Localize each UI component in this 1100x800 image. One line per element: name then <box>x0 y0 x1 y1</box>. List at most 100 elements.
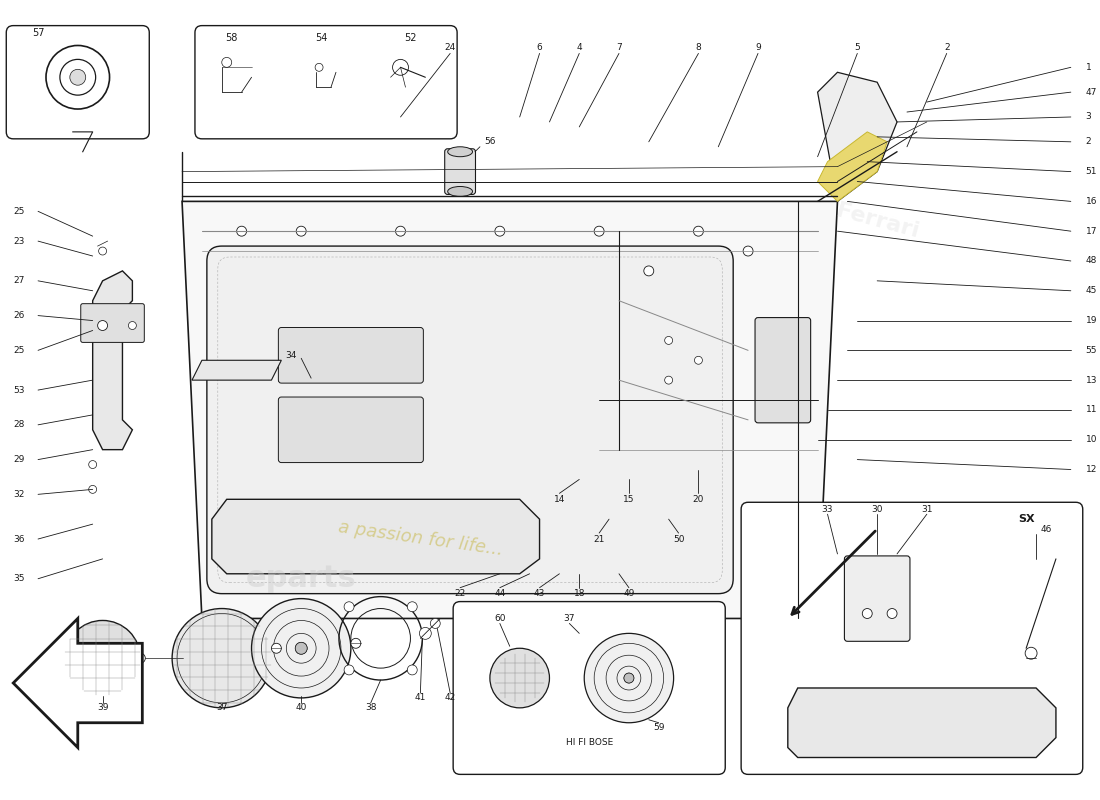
Circle shape <box>69 70 86 86</box>
Text: 26: 26 <box>13 311 24 320</box>
Text: 22: 22 <box>454 589 465 598</box>
Text: 7: 7 <box>616 43 622 52</box>
Circle shape <box>89 461 97 469</box>
Text: 10: 10 <box>1086 435 1097 444</box>
Text: 9: 9 <box>755 43 761 52</box>
Text: 28: 28 <box>13 420 24 430</box>
Circle shape <box>693 226 703 236</box>
Text: 37: 37 <box>563 614 575 623</box>
Text: 11: 11 <box>1086 406 1097 414</box>
Text: 30: 30 <box>871 505 883 514</box>
Polygon shape <box>192 360 282 380</box>
Circle shape <box>594 226 604 236</box>
Text: 24: 24 <box>444 43 455 52</box>
Text: 17: 17 <box>1086 226 1097 236</box>
Text: 35: 35 <box>13 574 24 583</box>
FancyBboxPatch shape <box>845 556 910 642</box>
Polygon shape <box>13 618 142 747</box>
Text: 58: 58 <box>226 33 238 42</box>
Text: 57: 57 <box>32 27 44 38</box>
Text: 46: 46 <box>1041 525 1052 534</box>
Circle shape <box>407 665 417 675</box>
Circle shape <box>495 226 505 236</box>
Circle shape <box>396 226 406 236</box>
Circle shape <box>99 247 107 255</box>
Text: 5: 5 <box>855 43 860 52</box>
Circle shape <box>1025 647 1037 659</box>
Text: 45: 45 <box>1086 286 1097 295</box>
Text: 3: 3 <box>1086 113 1091 122</box>
Circle shape <box>351 638 361 648</box>
Circle shape <box>295 642 307 654</box>
Circle shape <box>430 618 440 629</box>
Text: 14: 14 <box>553 495 565 504</box>
Circle shape <box>862 609 872 618</box>
Polygon shape <box>817 72 896 202</box>
Text: 32: 32 <box>13 490 24 499</box>
Text: 49: 49 <box>624 589 635 598</box>
Circle shape <box>135 654 145 663</box>
Text: HI FI BOSE: HI FI BOSE <box>565 738 613 747</box>
Circle shape <box>296 226 306 236</box>
Circle shape <box>344 665 354 675</box>
Polygon shape <box>212 499 539 574</box>
Circle shape <box>490 648 550 708</box>
Circle shape <box>272 643 282 654</box>
Text: 23: 23 <box>13 237 24 246</box>
Text: 31: 31 <box>921 505 933 514</box>
Circle shape <box>98 321 108 330</box>
Text: 38: 38 <box>365 703 376 712</box>
Text: 52: 52 <box>404 33 417 42</box>
Text: 2: 2 <box>1086 138 1091 146</box>
Text: 55: 55 <box>1086 346 1097 355</box>
Text: 20: 20 <box>693 495 704 504</box>
Text: 37: 37 <box>216 703 228 712</box>
Text: 40: 40 <box>296 703 307 712</box>
Text: 29: 29 <box>13 455 24 464</box>
Circle shape <box>407 602 417 612</box>
Text: 15: 15 <box>624 495 635 504</box>
Text: 12: 12 <box>1086 465 1097 474</box>
FancyBboxPatch shape <box>80 304 144 342</box>
Text: 50: 50 <box>673 534 684 543</box>
Text: 8: 8 <box>695 43 702 52</box>
FancyBboxPatch shape <box>195 26 458 139</box>
Circle shape <box>664 337 672 344</box>
Polygon shape <box>182 202 837 618</box>
FancyBboxPatch shape <box>207 246 734 594</box>
Text: 56: 56 <box>484 138 496 146</box>
Text: 1: 1 <box>1086 63 1091 72</box>
Text: 18: 18 <box>573 589 585 598</box>
Text: 41: 41 <box>415 694 426 702</box>
FancyBboxPatch shape <box>7 26 150 139</box>
FancyBboxPatch shape <box>453 602 725 774</box>
Circle shape <box>694 356 703 364</box>
Text: 27: 27 <box>13 276 24 286</box>
Text: 6: 6 <box>537 43 542 52</box>
Circle shape <box>65 621 141 696</box>
Circle shape <box>624 673 634 683</box>
Text: 33: 33 <box>822 505 834 514</box>
Text: 4: 4 <box>576 43 582 52</box>
Circle shape <box>419 627 431 639</box>
Polygon shape <box>92 271 132 450</box>
FancyBboxPatch shape <box>444 149 475 194</box>
Text: 13: 13 <box>1086 376 1097 385</box>
Text: Ferrari: Ferrari <box>834 201 921 242</box>
Text: 53: 53 <box>13 386 24 394</box>
Circle shape <box>887 609 896 618</box>
Circle shape <box>89 486 97 494</box>
FancyBboxPatch shape <box>278 397 424 462</box>
Text: 42: 42 <box>444 694 455 702</box>
Circle shape <box>129 322 136 330</box>
Text: 51: 51 <box>1086 167 1097 176</box>
Circle shape <box>644 266 653 276</box>
FancyBboxPatch shape <box>741 502 1082 774</box>
Text: 60: 60 <box>494 614 506 623</box>
Text: 21: 21 <box>593 534 605 543</box>
FancyBboxPatch shape <box>755 318 811 423</box>
Polygon shape <box>788 688 1056 758</box>
Text: eparts: eparts <box>245 564 356 594</box>
Text: a passion for life...: a passion for life... <box>337 518 504 559</box>
Polygon shape <box>817 132 887 202</box>
